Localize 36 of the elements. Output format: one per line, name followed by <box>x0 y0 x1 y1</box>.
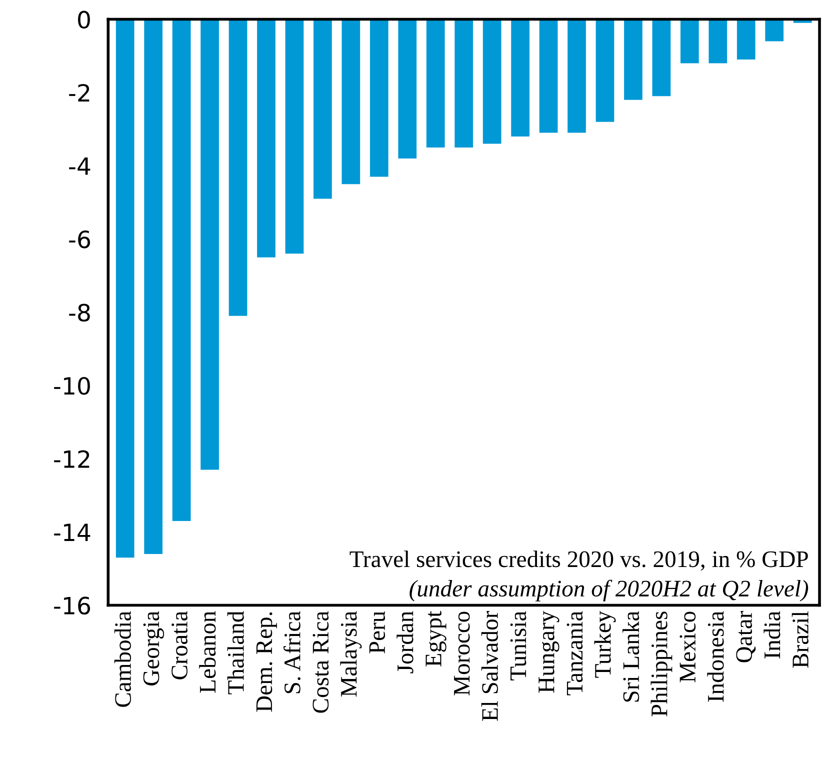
x-tick-label: Lebanon <box>199 611 216 693</box>
x-tick-label: Malaysia <box>340 611 362 697</box>
x-tick-label: Mexico <box>680 612 696 682</box>
x-tick-label: Philippines <box>650 612 672 716</box>
x-tick-label: Jordan <box>396 611 414 674</box>
y-tick-label: -2 <box>69 84 90 102</box>
x-tick-label: Thailand <box>227 611 244 694</box>
x-tick-label: Cambodia <box>114 611 132 707</box>
y-tick-label: -8 <box>69 304 90 322</box>
x-tick-label: India <box>764 611 780 658</box>
y-tick-label: -16 <box>54 596 90 615</box>
x-tick-label: Qatar <box>736 611 756 662</box>
y-tick-label: -12 <box>54 450 90 468</box>
y-tick-label: -4 <box>69 158 90 175</box>
y-tick-label: 0 <box>78 10 90 29</box>
x-tick-label: Peru <box>369 611 386 654</box>
y-tick-label: -6 <box>69 230 90 248</box>
x-tick-label: Tanzania <box>566 611 583 696</box>
x-tick-label: Croatia <box>172 611 188 680</box>
x-tick-label: Turkey <box>594 610 616 678</box>
x-tick-label: S. Africa <box>284 611 300 694</box>
x-tick-label: Brazil <box>792 611 808 668</box>
x-tick-label: Hungary <box>538 610 560 693</box>
x-tick-label: Morocco <box>454 612 470 696</box>
x-tick-label: Costa Rica <box>312 611 329 713</box>
annotation: Travel services credits 2020 vs. 2019, in % GDP <box>350 550 808 571</box>
x-tick-label: Tunisia <box>510 611 526 680</box>
x-tick-label: Dem. Rep. <box>256 612 277 712</box>
x-tick-label: Indonesia <box>707 611 724 702</box>
x-tick-label: Egypt <box>426 610 446 667</box>
y-tick-label: -14 <box>54 524 90 541</box>
x-tick-label: El Salvador <box>481 610 498 721</box>
x-tick-label: Sri Lanka <box>622 611 640 702</box>
annotation: (under assumption of 2020H2 at Q2 level) <box>410 580 808 602</box>
x-tick-label: Georgia <box>143 611 164 686</box>
y-tick-label: -10 <box>54 376 90 395</box>
